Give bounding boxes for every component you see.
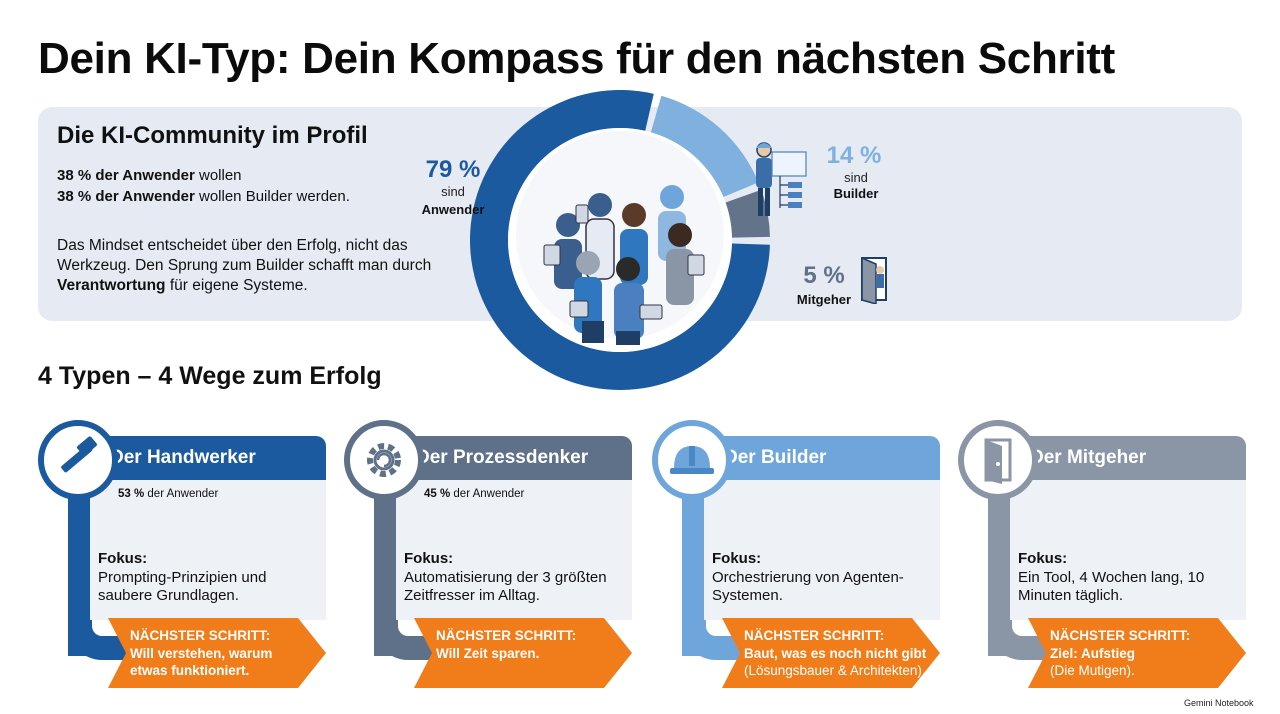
card-body [1010, 480, 1246, 620]
type-card-4: Der Mitgeher Fokus: Ein Tool, 4 Wochen l… [958, 420, 1246, 696]
card-title: Der Builder [724, 447, 827, 468]
card-header [1010, 436, 1246, 480]
donut-segment-builder [650, 95, 759, 198]
card-title: Der Prozessdenker [416, 447, 589, 468]
types-heading: 4 Typen – 4 Wege zum Erfolg [38, 362, 382, 390]
page-title: Dein KI-Typ: Dein Kompass für den nächst… [38, 34, 1115, 83]
builder-illustration [756, 142, 807, 216]
mitgeher-label: Mitgeher [796, 292, 852, 307]
next-step-label: NÄCHSTER SCHRITT: [1050, 628, 1191, 643]
card-icon-circle [652, 420, 732, 500]
type-card-2: Der Prozessdenker 45 % der Anwender Foku… [344, 420, 632, 696]
card-body [704, 480, 940, 620]
next-step-subtext: (Die Mutigen). [1050, 663, 1135, 678]
hardhat-icon [666, 434, 718, 491]
mitgeher-door-icon [861, 256, 887, 304]
anwender-label: Anwender [421, 202, 485, 217]
door-icon [972, 434, 1024, 491]
card-icon-circle [344, 420, 424, 500]
card-title: Der Handwerker [110, 447, 256, 468]
anwender-sub: sind [441, 184, 465, 199]
card-title: Der Mitgeher [1030, 447, 1147, 468]
card-share: 45 % der Anwender [424, 488, 525, 500]
card-focus-text: Prompting-Prinzipien und saubere Grundla… [98, 569, 267, 604]
people-illustration [516, 131, 724, 345]
card-focus-text: Orchestrierung von Agenten-Systemen. [712, 569, 904, 604]
next-step-arrow [1028, 618, 1246, 688]
card-icon-circle [958, 420, 1038, 500]
stat-line-1: 38 % der Anwender wollen [57, 167, 242, 184]
type-card-1: Der Handwerker 53 % der Anwender Fokus: … [38, 420, 326, 696]
card-focus-label: Fokus: [1018, 550, 1068, 567]
card-icon-circle [38, 420, 118, 500]
footer-brand: Gemini Notebook [1184, 698, 1254, 708]
next-step-text: Baut, was es noch nicht gibt [744, 646, 927, 661]
profile-heading: Die KI-Community im Profil [57, 122, 368, 149]
card-header [90, 436, 326, 480]
next-step-label: NÄCHSTER SCHRITT: [436, 628, 577, 643]
card-focus-label: Fokus: [712, 550, 762, 567]
card-share: 53 % der Anwender [118, 488, 219, 500]
community-donut [470, 89, 770, 391]
next-step-arrow [108, 618, 326, 688]
next-step-label: NÄCHSTER SCHRITT: [130, 628, 271, 643]
card-header [396, 436, 632, 480]
next-step-arrow [722, 618, 940, 688]
card-focus-text: Automatisierung der 3 größten Zeitfresse… [404, 569, 607, 604]
mitgeher-percent: 5 % [803, 262, 845, 289]
hammer-icon [52, 434, 104, 491]
type-card-3: Der Builder Fokus: Orchestrierung von Ag… [652, 420, 940, 696]
gear-icon [358, 434, 410, 491]
builder-percent: 14 % [826, 142, 882, 169]
next-step-text: Will verstehen, warum etwas funktioniert. [130, 646, 273, 678]
next-step-text: Will Zeit sparen. [436, 646, 540, 661]
card-header [704, 436, 940, 480]
card-focus-text: Ein Tool, 4 Wochen lang, 10 Minuten tägl… [1018, 569, 1205, 604]
next-step-text: Ziel: Aufstieg [1050, 646, 1136, 661]
builder-label: Builder [833, 186, 879, 201]
stat-line-2: 38 % der Anwender wollen Builder werden. [57, 188, 350, 205]
card-focus-label: Fokus: [404, 550, 454, 567]
anwender-percent: 79 % [425, 156, 481, 183]
next-step-label: NÄCHSTER SCHRITT: [744, 628, 885, 643]
card-body [90, 480, 326, 620]
mindset-text: Das Mindset entscheidet über den Erfolg,… [57, 237, 432, 294]
card-focus-label: Fokus: [98, 550, 148, 567]
card-body [396, 480, 632, 620]
next-step-arrow [414, 618, 632, 688]
builder-sub: sind [844, 170, 868, 185]
next-step-subtext: (Lösungsbauer & Architekten). [744, 663, 926, 678]
